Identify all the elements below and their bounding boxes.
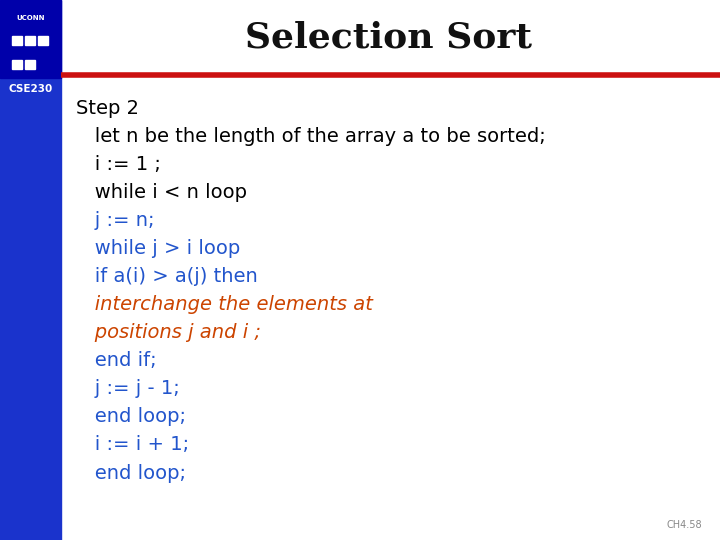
Text: if a(i) > a(j) then: if a(i) > a(j) then (76, 267, 257, 286)
Text: end loop;: end loop; (76, 407, 186, 427)
Text: CSE230: CSE230 (8, 84, 53, 94)
Text: positions j and i ;: positions j and i ; (76, 323, 261, 342)
Text: while i < n loop: while i < n loop (76, 183, 246, 202)
Text: i := 1 ;: i := 1 ; (76, 154, 161, 174)
Text: end loop;: end loop; (76, 463, 186, 483)
Text: CH4.58: CH4.58 (667, 520, 702, 530)
Bar (12, 36, 22, 45)
Text: Selection Sort: Selection Sort (246, 21, 532, 55)
Bar (12, 60, 22, 69)
Text: let n be the length of the array a to be sorted;: let n be the length of the array a to be… (76, 126, 545, 146)
Bar (0, 0, 61, 540)
Bar (0, 0, 61, 78)
Text: interchange the elements at: interchange the elements at (76, 295, 372, 314)
Bar (24, 36, 35, 45)
Text: while j > i loop: while j > i loop (76, 239, 240, 258)
Text: j := n;: j := n; (76, 211, 154, 230)
Text: UCONN: UCONN (17, 15, 45, 21)
Text: end if;: end if; (76, 351, 156, 370)
Bar (37, 36, 48, 45)
Text: j := j - 1;: j := j - 1; (76, 379, 179, 399)
Text: i := i + 1;: i := i + 1; (76, 435, 189, 455)
Bar (24, 60, 35, 69)
Text: Step 2: Step 2 (76, 98, 138, 118)
